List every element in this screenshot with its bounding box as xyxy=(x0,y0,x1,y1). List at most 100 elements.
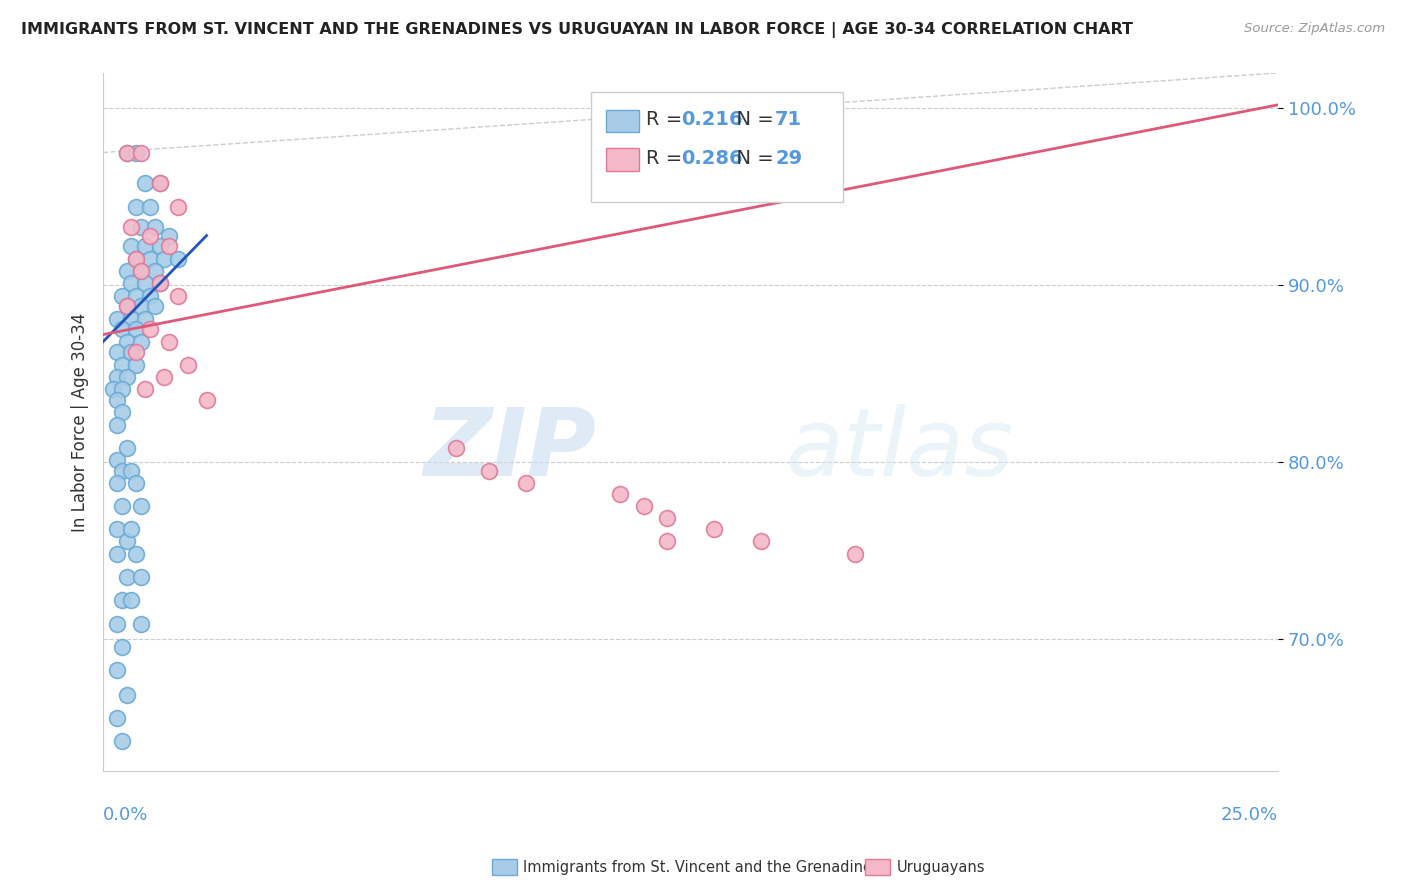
Point xyxy=(195,392,218,407)
Point xyxy=(111,383,134,397)
Point xyxy=(129,219,152,234)
Text: 0.286: 0.286 xyxy=(682,149,742,168)
Text: 25.0%: 25.0% xyxy=(1220,806,1278,824)
Point xyxy=(120,219,142,234)
Point xyxy=(120,522,142,536)
Point xyxy=(105,522,128,536)
Point xyxy=(120,311,142,326)
Point xyxy=(120,239,142,253)
Text: R =: R = xyxy=(645,111,689,129)
Point xyxy=(148,277,170,291)
Point xyxy=(153,252,176,266)
Point xyxy=(111,405,134,419)
Point xyxy=(115,145,138,160)
Point xyxy=(129,570,152,584)
Point xyxy=(105,311,128,326)
Point xyxy=(655,511,678,525)
Text: 29: 29 xyxy=(775,149,803,168)
Point xyxy=(134,176,156,190)
Text: R =: R = xyxy=(645,149,689,168)
Y-axis label: In Labor Force | Age 30-34: In Labor Force | Age 30-34 xyxy=(72,312,89,532)
Point xyxy=(105,547,128,561)
Point xyxy=(134,239,156,253)
Point xyxy=(115,570,138,584)
Bar xyxy=(606,110,638,132)
Text: Uruguayans: Uruguayans xyxy=(897,860,986,874)
Point xyxy=(129,617,152,632)
Point xyxy=(134,383,156,397)
Point xyxy=(125,345,148,359)
Point xyxy=(125,476,148,491)
Point xyxy=(125,252,148,266)
Point xyxy=(444,441,467,455)
Point xyxy=(157,228,180,243)
Text: 0.216: 0.216 xyxy=(682,111,742,129)
Point xyxy=(125,145,148,160)
Point xyxy=(129,264,152,278)
Point xyxy=(148,176,170,190)
Text: N =: N = xyxy=(724,149,779,168)
Text: Source: ZipAtlas.com: Source: ZipAtlas.com xyxy=(1244,22,1385,36)
Point xyxy=(115,441,138,455)
Point xyxy=(703,522,725,536)
Point xyxy=(111,288,134,302)
Point xyxy=(153,370,176,384)
Point xyxy=(111,464,134,478)
Text: atlas: atlas xyxy=(785,404,1012,495)
Point xyxy=(129,145,152,160)
Point xyxy=(115,688,138,702)
Text: N =: N = xyxy=(724,111,779,129)
Point xyxy=(105,617,128,632)
Text: Immigrants from St. Vincent and the Grenadines: Immigrants from St. Vincent and the Gren… xyxy=(523,860,880,874)
Point xyxy=(139,200,162,214)
Point xyxy=(148,239,170,253)
Point xyxy=(101,383,124,397)
Point xyxy=(167,252,190,266)
Point xyxy=(143,219,166,234)
Point xyxy=(125,288,148,302)
Point xyxy=(148,277,170,291)
Point xyxy=(111,499,134,513)
Point xyxy=(120,345,142,359)
Point xyxy=(111,734,134,748)
Text: 71: 71 xyxy=(775,111,803,129)
Point xyxy=(134,277,156,291)
Point xyxy=(115,334,138,349)
Point xyxy=(129,334,152,349)
Point xyxy=(115,534,138,549)
Point xyxy=(105,392,128,407)
Point xyxy=(633,499,655,513)
Point xyxy=(125,200,148,214)
Point xyxy=(105,664,128,678)
Point xyxy=(125,358,148,372)
Point xyxy=(157,334,180,349)
Point xyxy=(143,264,166,278)
Point xyxy=(139,288,162,302)
Point xyxy=(120,592,142,607)
Point xyxy=(115,299,138,313)
Point xyxy=(105,417,128,432)
Point xyxy=(125,252,148,266)
Point xyxy=(609,486,631,500)
Point xyxy=(143,299,166,313)
Point xyxy=(515,476,537,491)
Point xyxy=(139,322,162,336)
Point xyxy=(105,345,128,359)
Point xyxy=(120,464,142,478)
Point xyxy=(111,358,134,372)
Point xyxy=(115,370,138,384)
Point xyxy=(125,322,148,336)
Point xyxy=(105,711,128,725)
Point xyxy=(120,277,142,291)
Point xyxy=(129,499,152,513)
Point xyxy=(134,311,156,326)
Point xyxy=(148,176,170,190)
Point xyxy=(844,547,866,561)
Point xyxy=(115,264,138,278)
Point xyxy=(139,252,162,266)
Point xyxy=(157,239,180,253)
Bar xyxy=(606,148,638,170)
Point xyxy=(139,228,162,243)
Point xyxy=(111,640,134,655)
Point xyxy=(177,358,200,372)
